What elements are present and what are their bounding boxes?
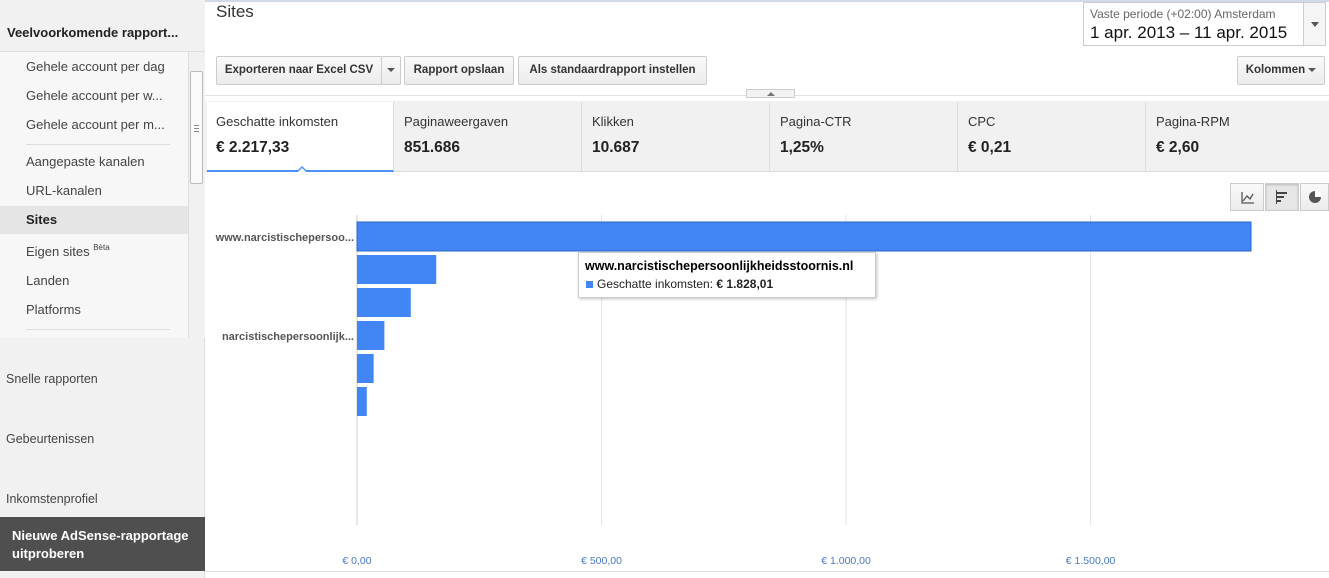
earnings-bar-chart: € 0,00 € 500,00 € 1.000,00 € 1.500,00 www.na… <box>215 215 1252 567</box>
sidebar-item-account-per-day[interactable]: Gehele account per dag <box>0 53 188 81</box>
sidebar-header-label: Veelvoorkomende rapport... <box>7 25 179 40</box>
metric-value: 10.687 <box>592 139 640 156</box>
selected-indicator <box>296 166 308 173</box>
sidebar-item-label: Gehele account per m... <box>26 117 165 132</box>
collapse-toggle[interactable] <box>746 89 795 98</box>
sidebar-item-url-channels[interactable]: URL-kanalen <box>0 177 188 205</box>
page-title: Sites <box>216 2 254 21</box>
sidebar: Veelvoorkomende rapport... Gehele accoun… <box>0 0 205 578</box>
export-csv-button[interactable]: Exporteren naar Excel CSV <box>216 56 382 85</box>
tooltip-value: € 1.828,01 <box>716 277 774 291</box>
sidebar-divider <box>26 144 170 145</box>
sidebar-item-sites[interactable]: Sites <box>0 206 188 234</box>
bar <box>357 288 411 317</box>
sidebar-item-own-sites[interactable]: Eigen sites Bèta <box>0 238 188 266</box>
beta-badge: Bèta <box>93 243 110 252</box>
export-dropdown-button[interactable] <box>381 56 401 85</box>
category-label: narcistischepersoonlijk... <box>222 331 354 343</box>
sidebar-item-label: Aangepaste kanalen <box>26 154 145 169</box>
metric-tab-page-rpm[interactable]: Pagina-RPM € 2,60 <box>1147 102 1329 172</box>
metric-tab-clicks[interactable]: Klikken 10.687 <box>583 102 770 172</box>
sidebar-item-label: Landen <box>26 273 70 288</box>
sidebar-item-label: Sites <box>26 212 58 227</box>
metric-value: € 0,21 <box>968 139 1012 156</box>
sidebar-item-countries[interactable]: Landen <box>0 267 188 295</box>
x-tick-label: € 1.000,00 <box>821 555 871 567</box>
metric-label: Pagina-CTR <box>780 114 852 129</box>
tooltip-line: Geschatte inkomsten: € 1.828,01 <box>597 277 773 291</box>
chevron-down-icon <box>1308 67 1317 72</box>
metric-value: 1,25% <box>780 139 824 156</box>
bar <box>356 221 1252 252</box>
save-report-button[interactable]: Rapport opslaan <box>404 56 514 85</box>
bottom-border <box>205 571 1329 572</box>
sidebar-scrollbar-thumb[interactable] <box>190 71 203 184</box>
sidebar-section-income-profile[interactable]: Inkomstenprofiel <box>6 492 98 506</box>
bar <box>357 387 367 416</box>
bar <box>357 255 437 284</box>
tooltip-title: www.narcistischepersoonlijkheidsstoornis… <box>585 259 854 273</box>
top-border <box>205 0 1329 2</box>
sidebar-item-label: Eigen sites <box>26 244 90 259</box>
bar <box>357 354 374 383</box>
sidebar-item-custom-channels[interactable]: Aangepaste kanalen <box>0 148 188 176</box>
metric-tab-page-ctr[interactable]: Pagina-CTR 1,25% <box>771 102 958 172</box>
sidebar-item-account-per-week[interactable]: Gehele account per w... <box>0 82 188 110</box>
sidebar-section-quick-reports[interactable]: Snelle rapporten <box>6 372 98 386</box>
sidebar-divider <box>26 329 170 330</box>
bar-chart-icon <box>1276 190 1287 204</box>
sidebar-item-label: Gehele account per dag <box>26 59 165 74</box>
line-chart-button[interactable] <box>1230 183 1264 211</box>
metric-value: 851.686 <box>404 139 461 156</box>
chevron-down-icon <box>387 67 395 72</box>
metric-tab-pageviews[interactable]: Paginaweergaven 851.686 <box>395 102 582 172</box>
date-range-value: 1 apr. 2013 – 11 apr. 2015 <box>1090 23 1288 42</box>
sidebar-header[interactable]: Veelvoorkomende rapport... <box>0 0 205 52</box>
sidebar-item-label: Platforms <box>26 302 81 317</box>
sidebar-report-list: Gehele account per dag Gehele account pe… <box>0 52 188 338</box>
columns-button-label: Kolommen <box>1245 64 1306 76</box>
chevron-down-icon[interactable] <box>1303 3 1325 45</box>
sidebar-section-events[interactable]: Gebeurtenissen <box>6 432 95 446</box>
date-range-picker[interactable]: Vaste periode (+02:00) Amsterdam 1 apr. … <box>1083 2 1326 46</box>
bar-chart-button[interactable] <box>1265 183 1299 211</box>
sidebar-item-label: Gehele account per w... <box>26 88 163 103</box>
pie-chart-button[interactable] <box>1300 183 1329 211</box>
sidebar-item-account-per-month[interactable]: Gehele account per m... <box>0 111 188 139</box>
columns-button[interactable]: Kolommen <box>1237 56 1325 85</box>
x-tick-label: € 1.500,00 <box>1066 555 1116 567</box>
metric-value: € 2.217,33 <box>216 139 290 156</box>
chart-tooltip: www.narcistischepersoonlijkheidsstoornis… <box>578 252 876 298</box>
metric-value: € 2,60 <box>1156 139 1200 156</box>
set-default-report-button[interactable]: Als standaardrapport instellen <box>518 56 707 85</box>
metric-tab-estimated-earnings[interactable]: Geschatte inkomsten € 2.217,33 <box>207 102 394 173</box>
metric-label: Geschatte inkomsten <box>216 114 339 129</box>
x-tick-label: € 0,00 <box>342 555 371 567</box>
line-chart-icon <box>1241 192 1254 204</box>
metric-tab-cpc[interactable]: CPC € 0,21 <box>959 102 1146 172</box>
sidebar-item-label: URL-kanalen <box>26 183 102 198</box>
date-range-timezone: Vaste periode (+02:00) Amsterdam <box>1090 7 1276 21</box>
tooltip-series-swatch <box>586 281 593 288</box>
try-new-reporting-button[interactable]: Nieuwe AdSense-rapportage uitproberen <box>0 517 205 571</box>
sidebar-item-platforms[interactable]: Platforms <box>0 296 188 324</box>
bar <box>357 321 385 350</box>
metric-label: Paginaweergaven <box>404 114 509 129</box>
metric-label: Klikken <box>592 114 634 129</box>
metric-label: CPC <box>968 114 996 129</box>
category-label: www.narcistischepersoo... <box>215 232 354 244</box>
tooltip-series-label: Geschatte inkomsten: <box>597 277 714 291</box>
metric-label: Pagina-RPM <box>1156 114 1230 129</box>
pie-chart-icon <box>1309 190 1322 203</box>
x-tick-label: € 500,00 <box>581 555 622 567</box>
